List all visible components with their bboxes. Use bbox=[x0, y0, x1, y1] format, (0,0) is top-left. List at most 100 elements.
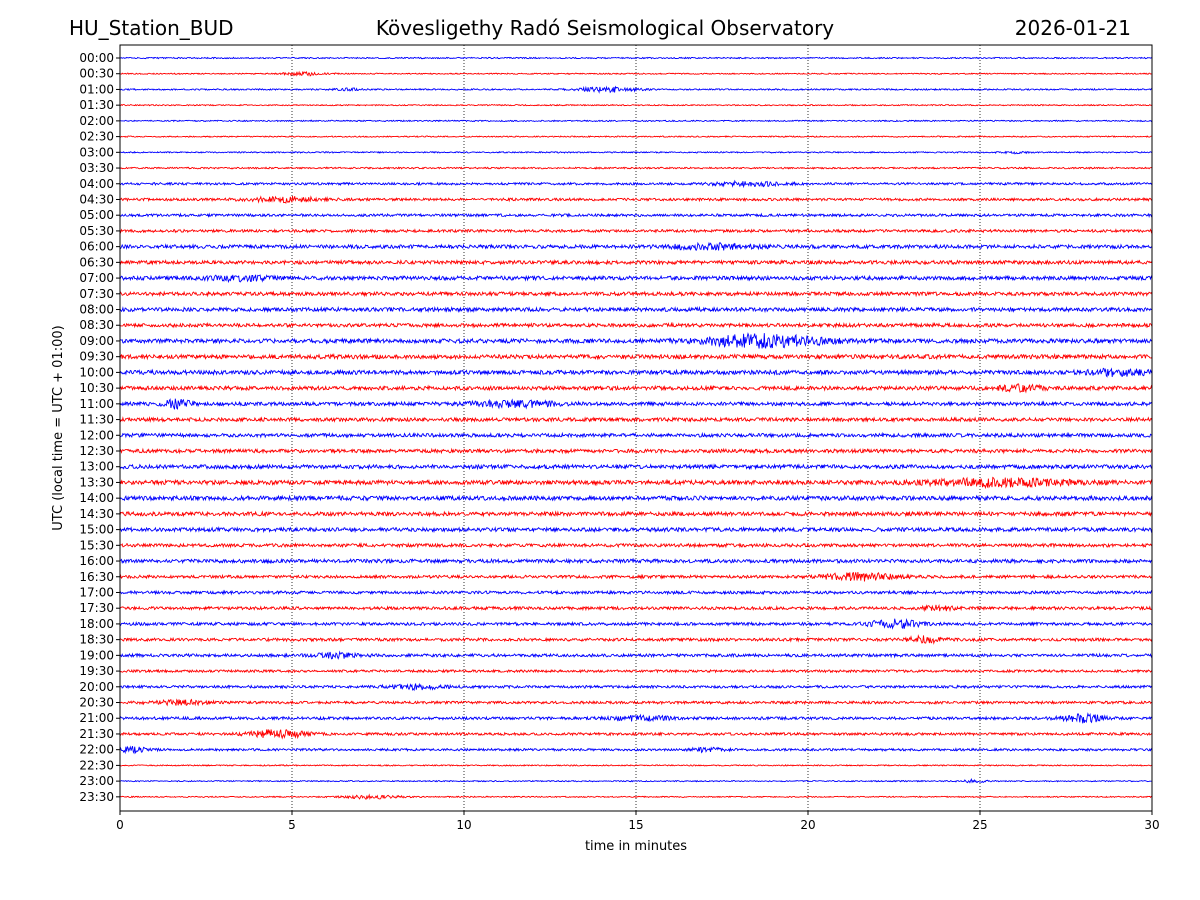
row-time-label: 13:00 bbox=[79, 460, 114, 474]
row-time-label: 18:00 bbox=[79, 617, 114, 631]
trace-row-1230 bbox=[119, 447, 1153, 455]
trace-row-1130 bbox=[119, 416, 1153, 424]
row-time-label: 14:30 bbox=[79, 507, 114, 521]
row-time-label: 20:00 bbox=[79, 680, 114, 694]
row-time-label: 15:00 bbox=[79, 523, 114, 537]
trace-row-0230 bbox=[119, 135, 1153, 139]
trace-row-1430 bbox=[119, 510, 1153, 518]
trace-row-0200 bbox=[119, 119, 1153, 123]
row-time-label: 12:30 bbox=[79, 444, 114, 458]
trace-row-0800 bbox=[119, 305, 1153, 314]
trace-row-1900 bbox=[119, 650, 1153, 660]
trace-row-0130 bbox=[119, 103, 1153, 107]
trace-row-0430 bbox=[119, 195, 1153, 204]
x-tick-label: 10 bbox=[456, 818, 471, 832]
row-time-label: 16:30 bbox=[79, 570, 114, 584]
row-time-label: 08:00 bbox=[79, 303, 114, 317]
title-right: 2026-01-21 bbox=[1015, 16, 1131, 40]
trace-row-2030 bbox=[119, 698, 1153, 707]
trace-row-2300 bbox=[120, 777, 1153, 784]
trace-row-0000 bbox=[119, 56, 1153, 60]
x-axis-label: time in minutes bbox=[585, 839, 687, 854]
trace-row-0730 bbox=[119, 290, 1153, 298]
row-time-label: 23:30 bbox=[79, 790, 114, 804]
row-time-label: 00:00 bbox=[79, 51, 114, 65]
y-axis-label: UTC (local time = UTC + 01:00) bbox=[51, 325, 66, 530]
trace-row-2230 bbox=[119, 764, 1153, 767]
row-time-label: 20:30 bbox=[79, 696, 114, 710]
trace-row-0600 bbox=[119, 241, 1153, 251]
trace-row-1400 bbox=[119, 494, 1153, 502]
row-time-label: 11:30 bbox=[79, 413, 114, 427]
x-tick-label: 5 bbox=[288, 818, 296, 832]
traces bbox=[119, 56, 1153, 801]
trace-row-1800 bbox=[119, 617, 1153, 630]
row-time-label: 10:30 bbox=[79, 381, 114, 395]
trace-row-1500 bbox=[119, 525, 1153, 534]
row-time-label: 02:00 bbox=[79, 114, 114, 128]
row-time-label: 21:00 bbox=[79, 711, 114, 725]
row-time-label: 07:30 bbox=[79, 287, 114, 301]
x-tick-label: 25 bbox=[972, 818, 987, 832]
row-time-label: 12:00 bbox=[79, 428, 114, 442]
row-time-label: 03:00 bbox=[79, 145, 114, 159]
row-time-label: 19:30 bbox=[79, 664, 114, 678]
row-time-label: 13:30 bbox=[79, 475, 114, 489]
row-time-label: 03:30 bbox=[79, 161, 114, 175]
trace-row-1830 bbox=[120, 634, 1153, 645]
row-time-label: 04:00 bbox=[79, 177, 114, 191]
trace-row-0300 bbox=[119, 150, 1153, 155]
x-tick-label: 30 bbox=[1144, 818, 1159, 832]
trace-row-0100 bbox=[119, 85, 1153, 94]
row-time-label: 01:00 bbox=[79, 82, 114, 96]
trace-row-1730 bbox=[119, 603, 1153, 613]
trace-row-2100 bbox=[119, 712, 1152, 724]
trace-row-0700 bbox=[119, 274, 1153, 284]
trace-row-0830 bbox=[119, 321, 1153, 329]
trace-row-1330 bbox=[119, 476, 1153, 490]
trace-row-1200 bbox=[119, 431, 1153, 439]
x-tick-label: 20 bbox=[800, 818, 815, 832]
trace-row-1030 bbox=[119, 383, 1153, 394]
row-time-label: 05:30 bbox=[79, 224, 114, 238]
trace-row-0330 bbox=[119, 166, 1153, 170]
trace-row-0630 bbox=[119, 258, 1153, 266]
trace-row-0030 bbox=[119, 70, 1152, 77]
title-left: HU_Station_BUD bbox=[69, 16, 234, 40]
row-time-label: 09:00 bbox=[79, 334, 114, 348]
row-time-label: 06:30 bbox=[79, 255, 114, 269]
row-time-label: 11:00 bbox=[79, 397, 114, 411]
trace-row-0500 bbox=[119, 212, 1153, 218]
trace-row-1000 bbox=[119, 367, 1153, 378]
row-time-label: 08:30 bbox=[79, 318, 114, 332]
row-time-label: 21:30 bbox=[79, 727, 114, 741]
trace-row-2330 bbox=[119, 793, 1153, 801]
row-time-label: 07:00 bbox=[79, 271, 114, 285]
row-time-label: 09:30 bbox=[79, 350, 114, 364]
trace-row-0930 bbox=[119, 352, 1153, 361]
row-time-label: 19:00 bbox=[79, 648, 114, 662]
plot-frame bbox=[119, 44, 1153, 812]
trace-row-1530 bbox=[119, 541, 1153, 549]
row-time-label: 14:00 bbox=[79, 491, 114, 505]
trace-row-1930 bbox=[119, 668, 1153, 674]
trace-row-0530 bbox=[119, 228, 1153, 234]
trace-row-0900 bbox=[119, 332, 1153, 350]
x-axis-ticks: 0 5 10 15 20 25 30 bbox=[116, 811, 1160, 832]
trace-row-2130 bbox=[119, 729, 1153, 740]
row-time-label: 15:30 bbox=[79, 538, 114, 552]
row-time-label: 01:30 bbox=[79, 98, 114, 112]
row-time-label: 22:30 bbox=[79, 758, 114, 772]
trace-row-1100 bbox=[119, 398, 1153, 410]
row-time-label: 22:00 bbox=[79, 743, 114, 757]
trace-row-1300 bbox=[119, 463, 1153, 471]
trace-row-0400 bbox=[120, 179, 1153, 189]
trace-row-1630 bbox=[119, 571, 1153, 582]
row-time-label: 16:00 bbox=[79, 554, 114, 568]
row-time-label: 18:30 bbox=[79, 633, 114, 647]
row-time-label: 10:00 bbox=[79, 365, 114, 379]
row-time-label: 23:00 bbox=[79, 774, 114, 788]
trace-row-2000 bbox=[119, 682, 1153, 692]
title-center: Kövesligethy Radó Seismological Observat… bbox=[376, 16, 834, 40]
